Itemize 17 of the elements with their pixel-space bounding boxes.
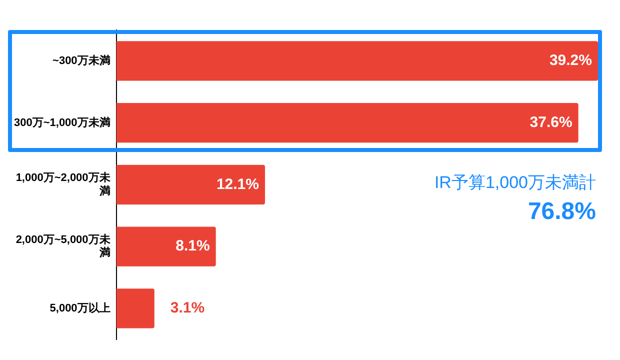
bar [116, 103, 578, 143]
data-label: 8.1% [176, 238, 210, 255]
data-label: 39.2% [549, 52, 592, 70]
data-label: 37.6% [530, 114, 572, 131]
bar [116, 41, 598, 81]
y-tick-label: 1,000万~2,000万未満 [16, 171, 112, 198]
data-label: 3.1% [170, 300, 205, 317]
y-tick-label: ~300万未満 [52, 54, 110, 67]
annotation: IR予算1,000万未満計 [434, 173, 596, 192]
y-tick-label: 300万~1,000万未満 [14, 116, 110, 129]
bar [116, 164, 265, 204]
data-label: 12.1% [216, 176, 259, 193]
y-tick-label: 2,000万~5,000万未満 [16, 233, 112, 260]
annotation: 76.8% [528, 198, 596, 225]
y-tick-label: 5,000万以上 [50, 301, 110, 314]
bar [116, 288, 154, 328]
bar [116, 226, 216, 266]
